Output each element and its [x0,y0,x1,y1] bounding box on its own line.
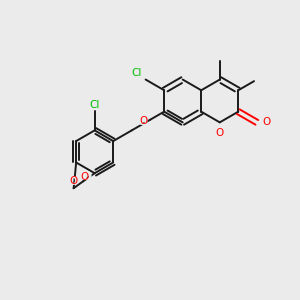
Text: Cl: Cl [132,68,142,78]
Text: O: O [262,116,273,129]
Text: O: O [80,172,88,182]
Text: O: O [216,128,224,138]
Text: Cl: Cl [128,65,142,78]
Text: O: O [214,128,225,141]
Text: Cl: Cl [88,97,102,110]
Text: O: O [139,116,147,126]
Text: O: O [136,115,147,128]
Text: Cl: Cl [89,100,100,110]
Text: O: O [80,170,91,183]
Text: O: O [67,175,78,188]
Text: O: O [262,117,270,128]
Text: O: O [70,176,78,186]
